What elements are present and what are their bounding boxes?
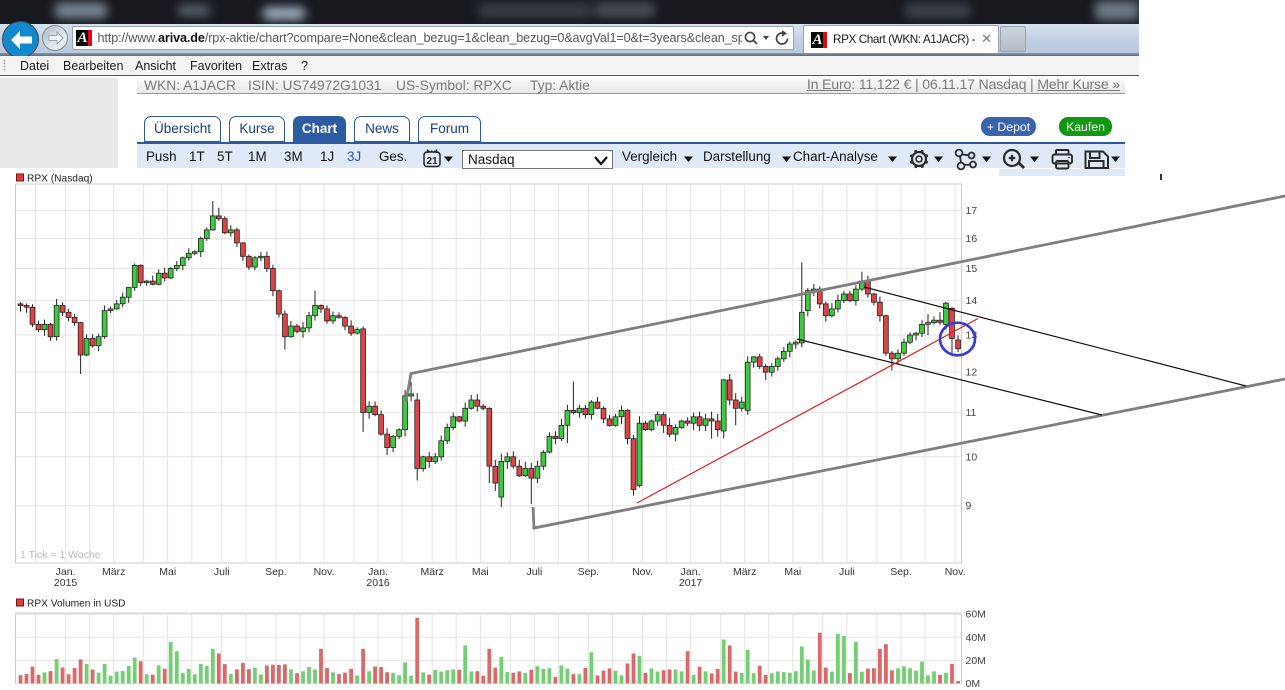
svg-text:14: 14 bbox=[966, 295, 978, 307]
svg-text:März: März bbox=[102, 566, 125, 578]
svg-text:20M: 20M bbox=[966, 655, 986, 667]
svg-text:RPX Volumen in USD: RPX Volumen in USD bbox=[27, 599, 126, 610]
svg-text:Juli: Juli bbox=[839, 566, 855, 578]
svg-text:13: 13 bbox=[966, 330, 978, 342]
svg-text:Jan.: Jan. bbox=[681, 566, 701, 578]
svg-text:2015: 2015 bbox=[54, 577, 78, 589]
svg-text:40M: 40M bbox=[966, 632, 986, 644]
svg-text:Sep.: Sep. bbox=[890, 566, 912, 578]
svg-text:Nov.: Nov. bbox=[314, 566, 335, 578]
svg-text:Juli: Juli bbox=[527, 566, 543, 578]
svg-text:0M: 0M bbox=[966, 678, 981, 690]
svg-text:11: 11 bbox=[966, 407, 977, 419]
svg-text:Mai: Mai bbox=[472, 566, 489, 578]
svg-text:RPX (Nasdaq): RPX (Nasdaq) bbox=[27, 174, 93, 185]
svg-text:1 Tick = 1 Woche: 1 Tick = 1 Woche bbox=[20, 549, 101, 561]
svg-text:10: 10 bbox=[966, 451, 978, 463]
svg-text:Sep.: Sep. bbox=[578, 566, 600, 578]
svg-text:60M: 60M bbox=[966, 609, 986, 621]
svg-text:Mai: Mai bbox=[784, 566, 801, 578]
svg-text:2017: 2017 bbox=[679, 577, 703, 589]
svg-text:Mai: Mai bbox=[159, 566, 176, 578]
svg-text:Sep.: Sep. bbox=[265, 566, 287, 578]
svg-text:Nov.: Nov. bbox=[945, 566, 966, 578]
svg-text:Juli: Juli bbox=[214, 566, 230, 578]
svg-text:März: März bbox=[733, 566, 756, 578]
svg-text:15: 15 bbox=[966, 263, 978, 275]
svg-text:12: 12 bbox=[966, 367, 978, 379]
svg-text:März: März bbox=[421, 566, 444, 578]
svg-text:17: 17 bbox=[966, 205, 978, 217]
svg-text:2016: 2016 bbox=[366, 577, 390, 589]
svg-text:Jan.: Jan. bbox=[368, 566, 388, 578]
svg-text:9: 9 bbox=[966, 500, 972, 512]
svg-text:Jan.: Jan. bbox=[56, 566, 76, 578]
svg-text:Nov.: Nov. bbox=[632, 566, 653, 578]
svg-text:16: 16 bbox=[966, 233, 978, 245]
svg-text:21: 21 bbox=[426, 156, 438, 167]
